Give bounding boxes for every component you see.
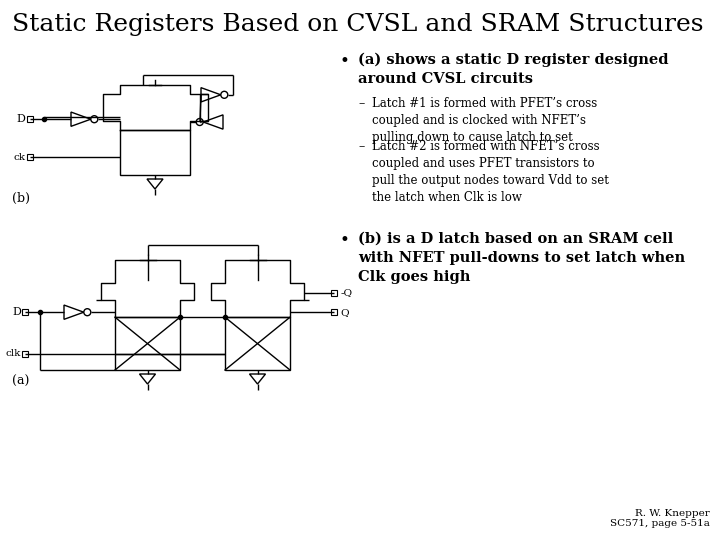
Bar	[22, 309, 28, 315]
Text: (a): (a)	[12, 375, 30, 388]
Text: (b): (b)	[12, 192, 30, 205]
Text: Latch #1 is formed with PFET’s cross
coupled and is clocked with NFET’s
pulling : Latch #1 is formed with PFET’s cross cou…	[372, 97, 598, 144]
Bar	[115, 317, 180, 370]
Text: -Q: -Q	[341, 288, 352, 298]
Text: Static Registers Based on CVSL and SRAM Structures: Static Registers Based on CVSL and SRAM …	[12, 13, 703, 36]
Bar	[22, 350, 28, 356]
Text: –: –	[358, 140, 364, 153]
Bar	[120, 130, 190, 175]
Text: •: •	[340, 232, 350, 249]
Text: clk: clk	[6, 349, 21, 358]
Text: –: –	[358, 97, 364, 110]
Bar	[27, 154, 33, 160]
Text: SC571, page 5-51a: SC571, page 5-51a	[610, 519, 710, 528]
Text: •: •	[340, 53, 350, 70]
Text: D: D	[12, 307, 21, 317]
Text: (a) shows a static D register designed
around CVSL circuits: (a) shows a static D register designed a…	[358, 53, 668, 86]
Text: D: D	[16, 114, 25, 124]
Text: R. W. Knepper: R. W. Knepper	[635, 509, 710, 518]
Bar	[225, 317, 290, 370]
Bar	[27, 116, 33, 122]
Text: Q: Q	[341, 308, 349, 316]
Bar	[331, 290, 337, 296]
Text: ck: ck	[13, 152, 25, 161]
Text: (b) is a D latch based on an SRAM cell
with NFET pull-downs to set latch when
Cl: (b) is a D latch based on an SRAM cell w…	[358, 232, 685, 284]
Text: Latch #2 is formed with NFET’s cross
coupled and uses PFET transistors to
pull t: Latch #2 is formed with NFET’s cross cou…	[372, 140, 609, 204]
Bar	[331, 309, 337, 315]
